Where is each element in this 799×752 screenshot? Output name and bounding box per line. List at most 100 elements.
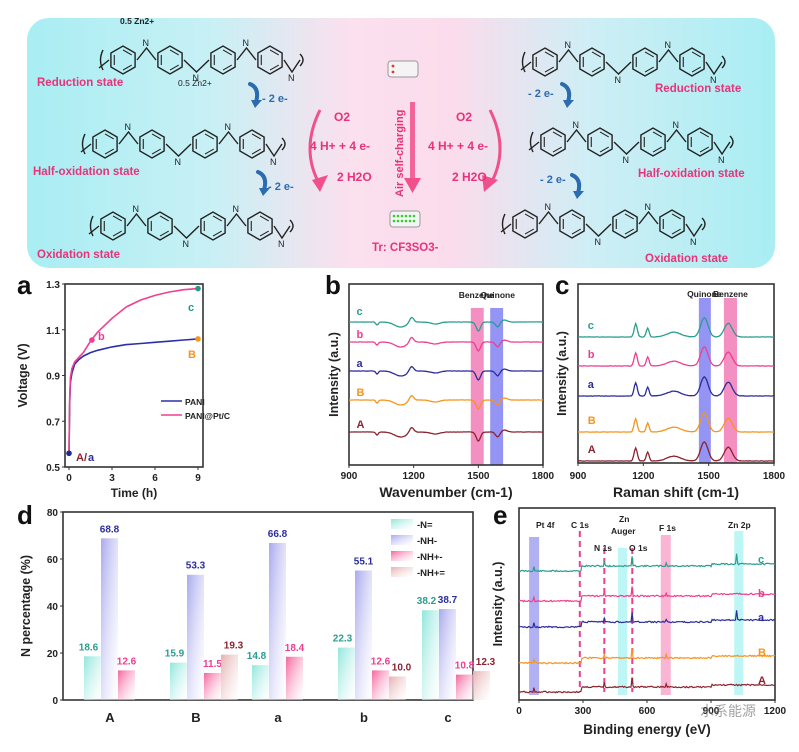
ring-double-bond — [204, 148, 215, 155]
chain-bond — [165, 143, 192, 157]
panel-label-e: e — [493, 500, 507, 530]
benzene-ring — [210, 45, 236, 75]
bar-value-label: 15.9 — [165, 649, 185, 660]
series-label-a: a — [588, 379, 595, 391]
electron-step-label: - 2 e- — [540, 174, 566, 186]
y-tick-label: 20 — [47, 649, 59, 660]
y-axis-label: Intensity (a.u.) — [491, 562, 505, 647]
ring-double-bond — [524, 228, 535, 235]
bar-c--NH+- — [456, 674, 473, 700]
y-tick-label: 0.5 — [46, 463, 60, 474]
legend-entry: -NH+= — [417, 568, 445, 579]
annotation-label: O 1s — [629, 543, 648, 553]
watermark-text: 水系能源 — [700, 703, 756, 719]
chain-end-bond — [520, 61, 532, 71]
nitrogen-atom: N — [288, 73, 295, 83]
battery-led — [396, 214, 400, 218]
series-label-A: A — [357, 419, 365, 431]
benzene-ring — [679, 47, 705, 77]
ring-double-bond — [599, 146, 610, 153]
chain-bond — [585, 223, 612, 237]
chain-bond — [705, 61, 723, 76]
legend-entry: -NH+- — [417, 552, 443, 563]
x-tick-label: 900 — [341, 471, 358, 482]
nitrogen-atom: N — [615, 75, 622, 85]
bar-value-label: 66.8 — [268, 529, 288, 540]
chain-bond — [613, 141, 640, 155]
arrow-head-icon — [312, 175, 328, 192]
benzene-ring — [100, 211, 126, 241]
bar-a--NH+- — [286, 656, 303, 700]
ring-double-bond — [251, 148, 262, 155]
band-quinone — [490, 308, 504, 465]
annotation-label: F 1s — [659, 523, 676, 533]
battery-led — [412, 219, 416, 223]
panel-a-frame — [64, 283, 204, 468]
chain-bond — [713, 141, 731, 156]
ring-double-bond — [652, 146, 663, 153]
annotation-label: N 1s — [594, 543, 612, 553]
x-tick-label: 1800 — [532, 471, 555, 482]
ring-double-bond — [571, 228, 582, 235]
arrow-head-icon — [573, 191, 584, 199]
battery-led — [400, 219, 404, 223]
ring-double-bond — [122, 64, 133, 71]
band-label-quinone: Quinone — [480, 290, 515, 300]
data-point-A/a — [66, 450, 72, 457]
nitrogen-atom: N — [718, 155, 725, 165]
y-tick-label: 0.7 — [46, 417, 60, 428]
ring-double-bond — [591, 66, 602, 73]
bar-value-label: 10.8 — [455, 661, 475, 672]
benzene-ring — [579, 47, 605, 77]
chain-end-bond — [500, 223, 512, 233]
x-tick-label: 1500 — [467, 471, 490, 482]
ring-double-bond — [624, 228, 635, 235]
annotation-label: Zn 2p — [728, 520, 751, 530]
series-label-b: b — [758, 588, 765, 600]
chain-bracket — [89, 215, 94, 237]
legend-swatch — [391, 519, 413, 529]
x-tick-label: 1200 — [403, 471, 426, 482]
state-label-oxidation-left: Oxidation state — [37, 249, 120, 261]
category-label-a: a — [274, 710, 282, 725]
ring-double-bond — [169, 64, 180, 71]
chain-end-bond — [98, 59, 110, 69]
point-label-A: A — [76, 452, 84, 464]
legend-entry: -NH- — [417, 536, 437, 547]
ring-double-bond — [644, 51, 655, 58]
state-label-reduction-left: Reduction state — [37, 77, 123, 89]
point-label-c: c — [188, 302, 194, 314]
nitrogen-atom: N — [193, 73, 200, 83]
chain-bond — [183, 59, 210, 73]
band-label-benzene: Benzene — [459, 290, 494, 300]
series-label-A: A — [588, 444, 596, 456]
chain-bond — [265, 143, 283, 158]
spectrum-B — [518, 648, 776, 665]
chain-bond — [273, 225, 291, 240]
data-point-B — [195, 336, 201, 342]
bar-c--N= — [422, 610, 439, 700]
x-tick-label: 1500 — [698, 471, 721, 482]
nitrogen-atom: N — [175, 157, 182, 167]
panel-label-d: d — [17, 500, 33, 530]
x-axis-label: Wavenumber (cm-1) — [379, 484, 512, 500]
bar-b--NH+- — [372, 670, 389, 700]
battery-led — [404, 219, 408, 223]
legend-entry: -N= — [417, 520, 433, 531]
bar-a--NH- — [269, 543, 286, 700]
chain-bracket — [99, 49, 104, 71]
spectrum-a — [348, 365, 543, 381]
ring-double-bond — [691, 66, 702, 73]
benzene-ring — [247, 211, 273, 241]
bar-B--NH- — [187, 574, 204, 700]
state-label-reduction-right: Reduction state — [655, 83, 741, 95]
spectrum-b — [577, 346, 775, 367]
electron-step-arrow-icon — [560, 82, 572, 104]
benzene-ring — [612, 209, 638, 239]
x-tick-label: 0 — [66, 473, 72, 484]
band-benzene — [723, 298, 737, 463]
x-tick-label: 6 — [152, 473, 158, 484]
spectrum-A — [577, 441, 775, 462]
series-label-B: B — [588, 415, 596, 427]
